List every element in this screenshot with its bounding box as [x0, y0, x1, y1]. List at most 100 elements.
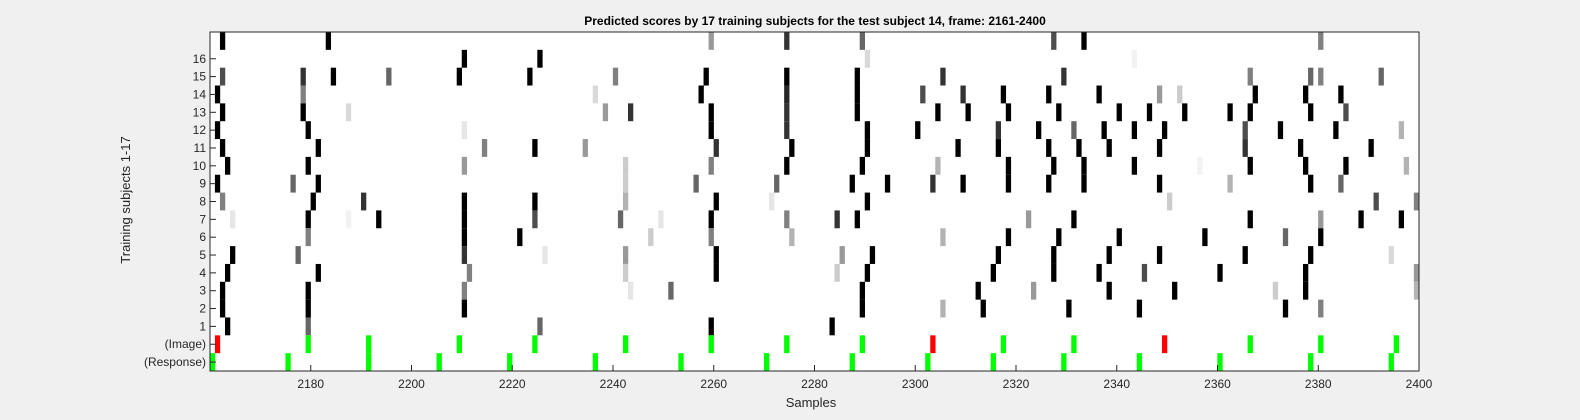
x-tick-label: 2220	[499, 377, 526, 391]
score-cell	[1051, 32, 1057, 50]
score-cell	[658, 210, 664, 229]
y-tick-label: 4	[199, 266, 206, 280]
score-cell	[1051, 246, 1057, 264]
score-cell	[955, 139, 961, 157]
score-cell	[1131, 121, 1138, 140]
score-cell	[1318, 228, 1324, 247]
score-cell	[305, 121, 311, 140]
x-tick-label: 2380	[1305, 377, 1332, 391]
score-cell	[864, 192, 871, 211]
score-cell	[703, 67, 709, 86]
score-cell	[305, 299, 311, 318]
score-cell	[219, 192, 226, 211]
score-cell	[315, 263, 321, 282]
x-tick-label: 2280	[801, 377, 828, 391]
image-marker-correct	[1247, 335, 1253, 354]
image-marker-correct	[1318, 335, 1324, 354]
score-cell	[300, 85, 306, 104]
score-cell	[859, 32, 865, 50]
score-cell	[532, 210, 538, 229]
score-cell	[1167, 192, 1173, 211]
score-cell	[345, 210, 352, 229]
image-marker-incorrect	[214, 335, 221, 354]
response-marker	[592, 353, 599, 371]
y-tick-label: 6	[199, 230, 206, 244]
score-cell	[461, 299, 468, 318]
score-cell	[1303, 281, 1309, 300]
response-marker	[764, 353, 770, 371]
response-marker	[1217, 353, 1223, 371]
score-cell	[1378, 67, 1384, 86]
score-cell	[1030, 281, 1037, 300]
score-cell	[864, 263, 871, 282]
response-marker	[990, 353, 996, 371]
x-tick-label: 2340	[1103, 377, 1130, 391]
score-cell	[214, 174, 221, 193]
score-cell	[1096, 85, 1102, 104]
score-cell	[1303, 85, 1309, 104]
score-cell	[920, 85, 926, 104]
score-cell	[1056, 103, 1062, 122]
score-cell	[980, 299, 986, 318]
score-cell	[622, 174, 629, 193]
score-cell	[1076, 139, 1082, 157]
y-tick-label: 10	[193, 159, 207, 173]
score-cell	[884, 174, 891, 193]
score-cell	[1308, 67, 1314, 86]
score-cell	[224, 156, 231, 175]
score-cell	[230, 210, 236, 229]
score-cell	[325, 32, 332, 50]
y-tick-label: 1	[199, 319, 206, 333]
score-cell	[315, 139, 321, 157]
score-cell	[1282, 299, 1289, 318]
score-cell	[1338, 85, 1344, 104]
score-cell	[708, 156, 714, 175]
score-cell	[1156, 85, 1163, 104]
score-cell	[1182, 103, 1188, 122]
image-marker-incorrect	[1161, 335, 1168, 354]
score-cell	[1131, 156, 1138, 175]
score-cell	[1106, 139, 1112, 157]
score-cell	[995, 246, 1002, 264]
x-tick-label: 2200	[398, 377, 425, 391]
score-cell	[1081, 156, 1087, 175]
image-marker-correct	[1071, 335, 1077, 354]
score-cell	[784, 156, 790, 175]
score-cell	[1051, 156, 1057, 175]
score-cell	[461, 210, 468, 229]
score-cell	[854, 85, 860, 104]
score-cell	[1318, 210, 1324, 229]
x-tick-label: 2300	[902, 377, 929, 391]
score-cell	[527, 67, 533, 86]
score-cell	[1156, 246, 1163, 264]
score-cell	[461, 156, 468, 175]
score-cell	[1272, 281, 1279, 300]
y-tick-label: 8	[199, 195, 206, 209]
score-cell	[627, 281, 634, 300]
score-cell	[1066, 299, 1072, 318]
score-cell	[789, 228, 795, 247]
score-cell	[627, 103, 634, 122]
score-cell	[1056, 228, 1062, 247]
image-marker-correct	[366, 335, 372, 354]
x-tick-label: 2180	[297, 377, 324, 391]
score-cell	[708, 228, 714, 247]
score-cell	[305, 317, 311, 336]
score-cell	[864, 121, 871, 140]
score-cell	[1308, 246, 1314, 264]
score-cell	[1046, 139, 1052, 157]
score-cell	[1141, 263, 1148, 282]
response-marker	[1061, 353, 1067, 371]
score-cell	[376, 210, 382, 229]
score-cell	[290, 174, 296, 193]
score-cell	[1282, 228, 1289, 247]
score-cell	[648, 228, 654, 247]
response-marker	[436, 353, 442, 371]
score-cell	[784, 67, 790, 86]
score-cell	[542, 246, 548, 264]
x-tick-label: 2320	[1003, 377, 1030, 391]
score-cell	[386, 67, 392, 86]
score-cell	[930, 174, 936, 193]
score-cell	[214, 121, 221, 140]
score-cell	[1116, 228, 1122, 247]
